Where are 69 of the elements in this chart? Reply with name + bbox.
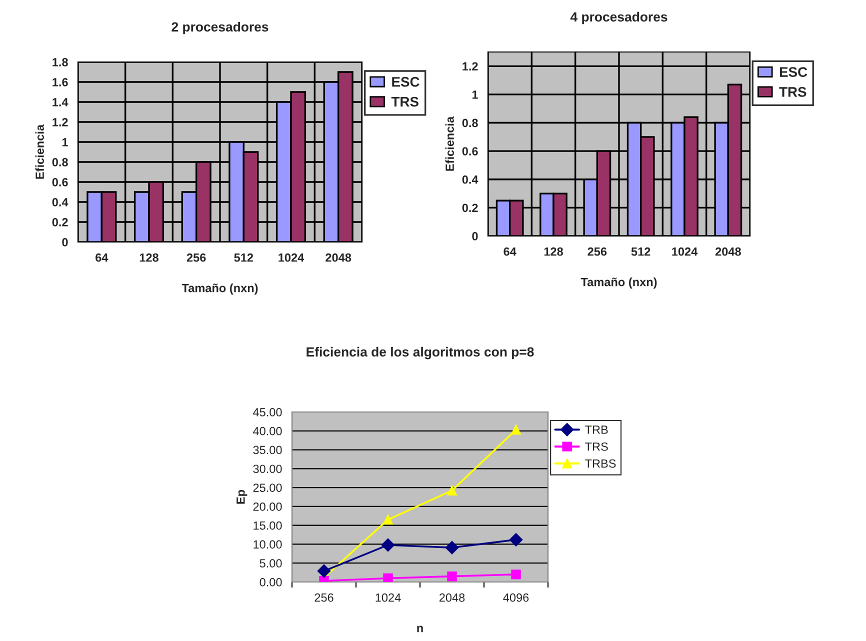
x-tick-label: 512 — [234, 253, 254, 262]
y-tick-label: 45.00 — [253, 408, 282, 416]
y-tick-label: 1.6 — [52, 78, 68, 86]
x-tick-label: 4096 — [503, 593, 529, 602]
y-tick-label: 30.00 — [253, 464, 282, 474]
x-tick-label: 128 — [140, 253, 158, 262]
point — [511, 570, 521, 580]
y-tick-label: 35.00 — [253, 446, 282, 454]
y-tick-label: 20.00 — [253, 502, 282, 511]
x-tick-label: 1024 — [376, 593, 401, 602]
y-tick-label: 1.2 — [52, 118, 68, 126]
y-tick-label: 0 — [472, 232, 478, 240]
y-tick-label: 0 — [62, 238, 68, 246]
y-tick-label: 10.00 — [254, 540, 282, 549]
point — [511, 424, 521, 435]
x-tick-label: 2048 — [715, 247, 741, 256]
chart-title: 2 procesadores — [172, 22, 268, 34]
x-tick-label: 1024 — [672, 247, 698, 256]
point — [317, 564, 331, 578]
y-tick-label: 1.2 — [462, 62, 478, 70]
legend-label: ESC — [780, 67, 808, 77]
y-axis-title: Eficiencia — [445, 116, 454, 171]
legend-label: TRS — [391, 96, 418, 107]
x-tick-label: 256 — [186, 253, 206, 262]
y-tick-label: 1 — [472, 90, 478, 99]
point — [383, 514, 393, 525]
point — [381, 538, 395, 552]
x-axis-title: Tamaño (nxn) — [182, 284, 258, 295]
y-tick-label: 0.6 — [52, 178, 68, 186]
x-tick-label: 1024 — [278, 253, 304, 262]
y-tick-label: 0.4 — [52, 198, 68, 206]
legend-label: TRS — [585, 442, 608, 451]
legend-label: TRB — [585, 426, 608, 434]
y-tick-label: 0.8 — [462, 118, 478, 128]
legend-label: ESC — [392, 76, 420, 87]
y-axis-title: Eficiencia — [35, 124, 44, 179]
y-tick-label: 1 — [62, 138, 68, 146]
y-tick-label: 1.4 — [52, 98, 68, 106]
y-tick-label: 40.00 — [253, 426, 282, 436]
x-tick-label: 2048 — [326, 253, 352, 262]
point — [445, 541, 459, 554]
x-tick-label: 128 — [544, 247, 563, 256]
y-tick-label: 0.2 — [52, 218, 68, 226]
x-tick-label: 512 — [631, 247, 650, 256]
x-tick-label: 2048 — [439, 593, 465, 602]
legend-label: TRBS — [585, 459, 616, 468]
y-tick-label: 25.00 — [253, 484, 282, 492]
y-tick-label: 0.8 — [52, 158, 68, 166]
point — [447, 571, 457, 582]
legend-label: TRS — [779, 87, 806, 97]
point — [383, 573, 393, 582]
x-tick-label: 256 — [588, 247, 607, 256]
y-tick-label: 0.00 — [260, 578, 282, 586]
x-tick-label: 256 — [314, 593, 334, 602]
point — [509, 533, 523, 546]
point — [447, 486, 457, 496]
y-tick-label: 5.00 — [260, 559, 282, 568]
y-tick-label: 0.2 — [462, 204, 478, 212]
y-tick-label: 15.00 — [254, 521, 282, 530]
x-axis-title: n — [417, 626, 423, 632]
x-tick-label: 64 — [504, 247, 516, 256]
y-tick-label: 0.4 — [462, 175, 478, 184]
chart-title: 4 procesadores — [570, 12, 668, 24]
x-tick-label: 64 — [96, 253, 108, 262]
chart-title: Eficiencia de los algoritmos con p=8 — [306, 346, 534, 360]
y-tick-label: 1.8 — [52, 58, 68, 66]
y-axis-title: Ep — [236, 490, 248, 504]
y-tick-label: 0.6 — [462, 147, 478, 156]
x-axis-title: Tamaño (nxn) — [580, 278, 657, 289]
